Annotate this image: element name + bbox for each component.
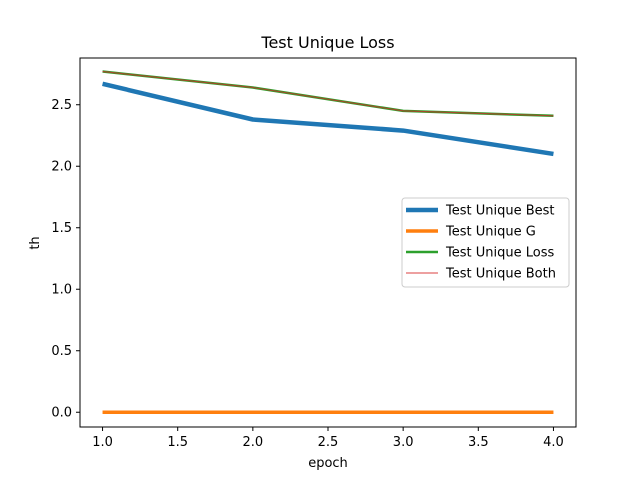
x-tick-label: 3.5 bbox=[468, 435, 489, 450]
y-tick-label: 0.5 bbox=[51, 344, 72, 359]
series-layer bbox=[102, 70, 554, 414]
legend-label-1: Test Unique Best bbox=[445, 204, 555, 219]
series-line-4 bbox=[102, 70, 554, 117]
x-tick-label: 1.0 bbox=[92, 435, 113, 450]
x-tick-label: 3.0 bbox=[393, 435, 414, 450]
y-axis-label: th bbox=[28, 236, 43, 249]
x-axis-label: epoch bbox=[308, 456, 348, 471]
series-line-1 bbox=[102, 81, 554, 157]
legend-label-4: Test Unique Both bbox=[445, 267, 556, 282]
y-tick-label: 2.0 bbox=[51, 160, 72, 175]
x-tick-label: 2.5 bbox=[318, 435, 339, 450]
legend-box bbox=[401, 197, 570, 288]
legend: Test Unique Best Test Unique G Test Unique… bbox=[401, 197, 570, 288]
x-tick-label: 1.5 bbox=[167, 435, 188, 450]
y-axis: 0.0 0.5 1.0 1.5 2.0 2.5 bbox=[51, 98, 80, 421]
legend-label-3: Test Unique Loss bbox=[445, 246, 554, 261]
x-axis: 1.0 1.5 2.0 2.5 3.0 3.5 4.0 bbox=[92, 427, 564, 450]
x-tick-label: 4.0 bbox=[543, 435, 564, 450]
chart-title: Test Unique Loss bbox=[260, 33, 394, 52]
y-tick-label: 2.5 bbox=[51, 98, 72, 113]
y-tick-label: 1.0 bbox=[51, 283, 72, 298]
y-tick-label: 0.0 bbox=[51, 406, 72, 421]
legend-label-2: Test Unique G bbox=[445, 225, 536, 240]
y-tick-label: 1.5 bbox=[51, 221, 72, 236]
x-tick-label: 2.0 bbox=[243, 435, 264, 450]
